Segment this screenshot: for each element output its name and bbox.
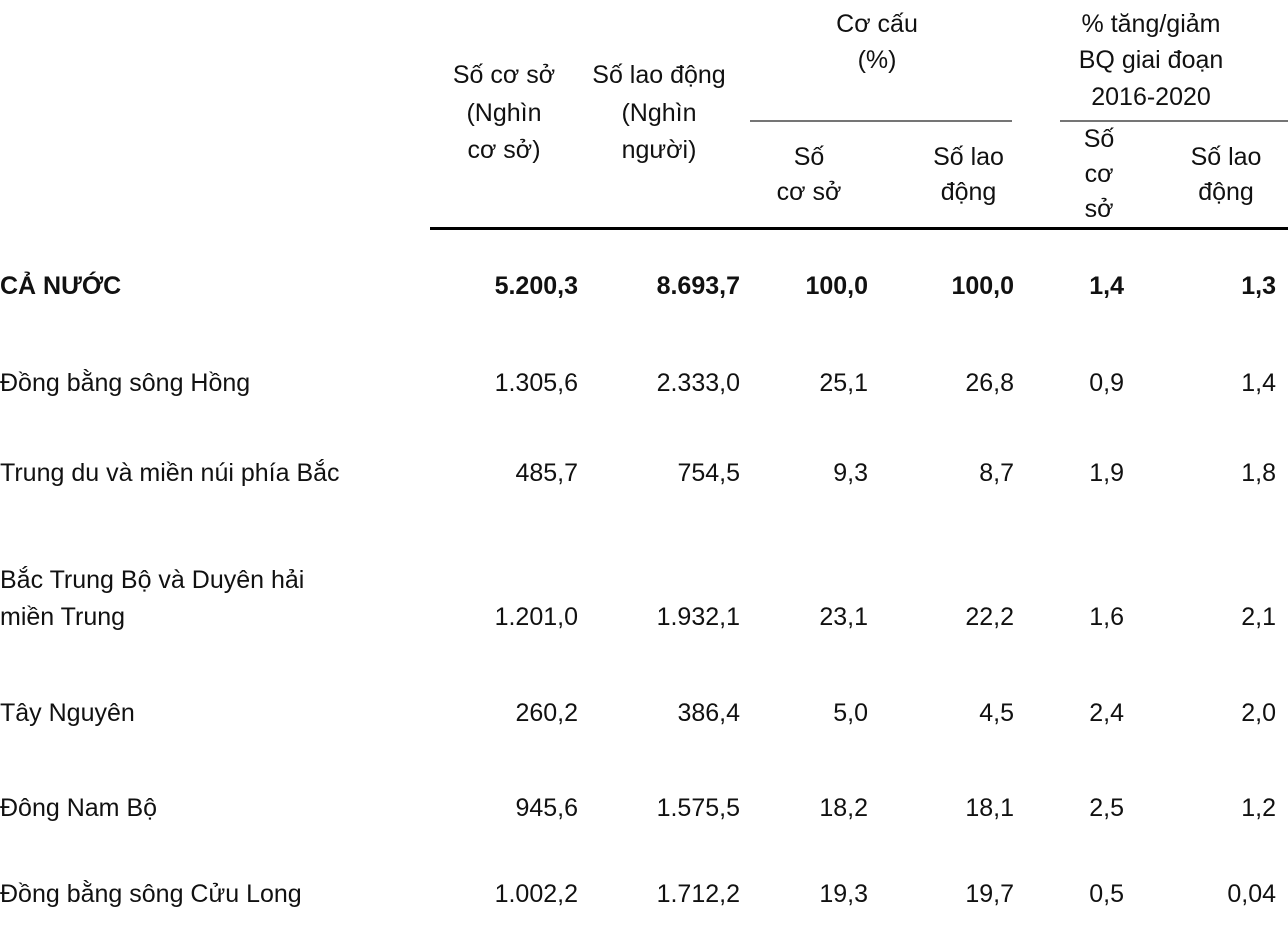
value-cell: 100,0 (951, 272, 1015, 300)
header-group-structure-label: Cơ cấu (%) (836, 10, 918, 75)
table-row: CẢ NƯỚC 5.200,3 8.693,7 100,0 100,0 1,4 … (0, 229, 1288, 306)
value-cell: 1,4 (1241, 369, 1277, 397)
subheader-structure-workers: Số lao động (868, 122, 1015, 230)
value-cell: 0,9 (1089, 369, 1125, 397)
table-body: CẢ NƯỚC 5.200,3 8.693,7 100,0 100,0 1,4 … (0, 229, 1288, 914)
value-cell: 4,5 (979, 699, 1015, 727)
region-cell: Đồng bằng sông Hồng (0, 369, 251, 397)
subheader-structure-facilities: Số cơ sở (740, 122, 868, 230)
table-row: Tây Nguyên 260,2 386,4 5,0 4,5 2,4 2,0 (0, 637, 1288, 733)
value-cell: 9,3 (833, 459, 868, 487)
value-cell: 23,1 (819, 603, 868, 631)
value-cell: 1.002,2 (494, 880, 578, 908)
value-cell: 5,0 (833, 699, 868, 727)
table-header: Số cơ sở (Nghìn cơ sở) Số lao động (Nghì… (0, 0, 1288, 230)
region-cell: Tây Nguyên (0, 699, 135, 727)
value-cell: 2,1 (1241, 603, 1277, 631)
value-cell: 26,8 (965, 369, 1015, 397)
header-facilities: Số cơ sở (Nghìn cơ sở) (430, 0, 578, 230)
value-cell: 100,0 (805, 272, 868, 300)
table-row: Đông Nam Bộ 945,6 1.575,5 18,2 18,1 2,5 … (0, 733, 1288, 828)
value-cell: 19,3 (819, 880, 868, 908)
value-cell: 1,2 (1241, 794, 1277, 822)
value-cell: 22,2 (965, 603, 1015, 631)
value-cell: 1,8 (1241, 459, 1277, 487)
header-corner-cell (0, 0, 430, 229)
value-cell: 945,6 (515, 794, 578, 822)
value-cell: 2,4 (1089, 699, 1125, 727)
value-cell: 8,7 (979, 459, 1015, 487)
value-cell: 0,04 (1227, 880, 1277, 908)
value-cell: 386,4 (677, 699, 740, 727)
subheader-growth-facilities: Số cơ sở (1014, 122, 1125, 230)
value-cell: 1.305,6 (494, 369, 578, 397)
value-cell: 25,1 (819, 369, 868, 397)
header-group-growth-label: % tăng/giảm BQ giai đoạn 2016-2020 (1078, 10, 1224, 111)
value-cell: 18,1 (965, 794, 1015, 822)
value-cell: 18,2 (819, 794, 868, 822)
region-cell: CẢ NƯỚC (0, 272, 122, 300)
value-cell: 1,6 (1089, 603, 1125, 631)
region-cell: Bắc Trung Bộ và Duyên hải miền Trung (0, 565, 305, 632)
header-group-growth: % tăng/giảm BQ giai đoạn 2016-2020 (1014, 0, 1288, 122)
value-cell: 1.575,5 (656, 794, 740, 822)
value-cell: 2,0 (1241, 699, 1277, 727)
value-cell: 1,4 (1089, 272, 1125, 300)
value-cell: 1.712,2 (656, 880, 740, 908)
region-cell: Trung du và miền núi phía Bắc (0, 459, 340, 487)
value-cell: 5.200,3 (494, 272, 578, 300)
value-cell: 1,3 (1241, 272, 1277, 300)
table-row: Trung du và miền núi phía Bắc 485,7 754,… (0, 403, 1288, 493)
value-cell: 485,7 (515, 459, 578, 487)
region-cell: Đông Nam Bộ (0, 794, 158, 822)
value-cell: 754,5 (677, 459, 740, 487)
value-cell: 2,5 (1089, 794, 1125, 822)
value-cell: 0,5 (1089, 880, 1125, 908)
table-row: Đồng bằng sông Hồng 1.305,6 2.333,0 25,1… (0, 306, 1288, 403)
value-cell: 2.333,0 (656, 369, 740, 397)
table-row: Đồng bằng sông Cửu Long 1.002,2 1.712,2 … (0, 828, 1288, 914)
value-cell: 8.693,7 (656, 272, 740, 300)
growth-group-rule (1060, 120, 1288, 122)
header-group-structure: Cơ cấu (%) (740, 0, 1014, 122)
value-cell: 1.932,1 (656, 603, 740, 631)
region-cell: Đồng bằng sông Cửu Long (0, 880, 302, 908)
structure-group-rule (750, 120, 1013, 122)
value-cell: 1.201,0 (494, 603, 578, 631)
header-workers: Số lao động (Nghìn người) (578, 0, 740, 230)
value-cell: 260,2 (515, 699, 578, 727)
subheader-growth-workers: Số lao động (1124, 122, 1288, 230)
table-row: Bắc Trung Bộ và Duyên hải miền Trung 1.2… (0, 493, 1288, 637)
value-cell: 1,9 (1089, 459, 1125, 487)
value-cell: 19,7 (965, 880, 1015, 908)
